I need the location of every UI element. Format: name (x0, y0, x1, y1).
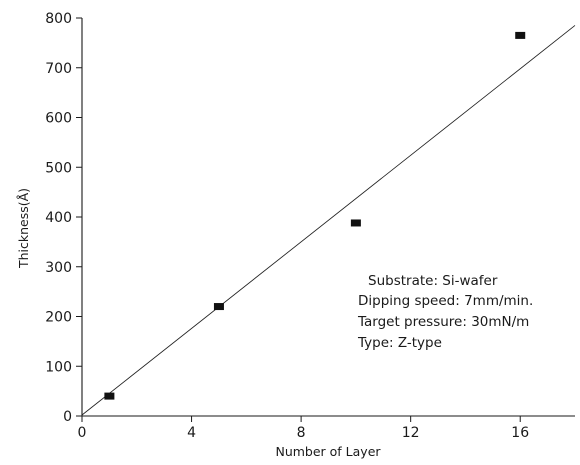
annotation-type: Type: Z-type (357, 335, 442, 351)
y-tick-label: 600 (45, 111, 72, 127)
fit-line-group (81, 25, 576, 416)
y-tick-label: 400 (45, 210, 72, 226)
y-tick-label: 700 (45, 61, 72, 77)
y-tick-label: 200 (45, 310, 72, 326)
axis-ticks: 0 100 200 300 400 500 600 700 800 0 4 8 12 16 (45, 11, 529, 441)
x-tick-label: 4 (187, 425, 196, 441)
x-tick-label: 12 (402, 425, 420, 441)
y-tick-label: 500 (45, 160, 72, 176)
y-axis-title: Thickness(Å) (16, 188, 31, 269)
linear-fit-line (81, 25, 576, 416)
annotation-box: Substrate: Si-wafer Dipping speed: 7mm/m… (357, 273, 533, 351)
y-tick-label: 0 (63, 409, 72, 425)
annotation-substrate: Substrate: Si-wafer (368, 273, 498, 289)
annotation-dipping-speed: Dipping speed: 7mm/min. (358, 293, 533, 309)
data-point-marker (213, 303, 224, 311)
x-tick-label: 16 (511, 425, 529, 441)
x-tick-label: 8 (297, 425, 306, 441)
annotation-target-pressure: Target pressure: 30mN/m (357, 314, 529, 330)
y-tick-label: 100 (45, 359, 72, 375)
y-tick-label: 800 (45, 11, 72, 27)
y-tick-label: 300 (45, 260, 72, 276)
x-tick-label: 0 (78, 425, 87, 441)
data-point-marker (515, 31, 526, 39)
data-markers (104, 31, 526, 400)
data-point-marker (350, 219, 361, 227)
x-axis-title: Number of Layer (275, 444, 381, 459)
data-point-marker (104, 392, 115, 400)
